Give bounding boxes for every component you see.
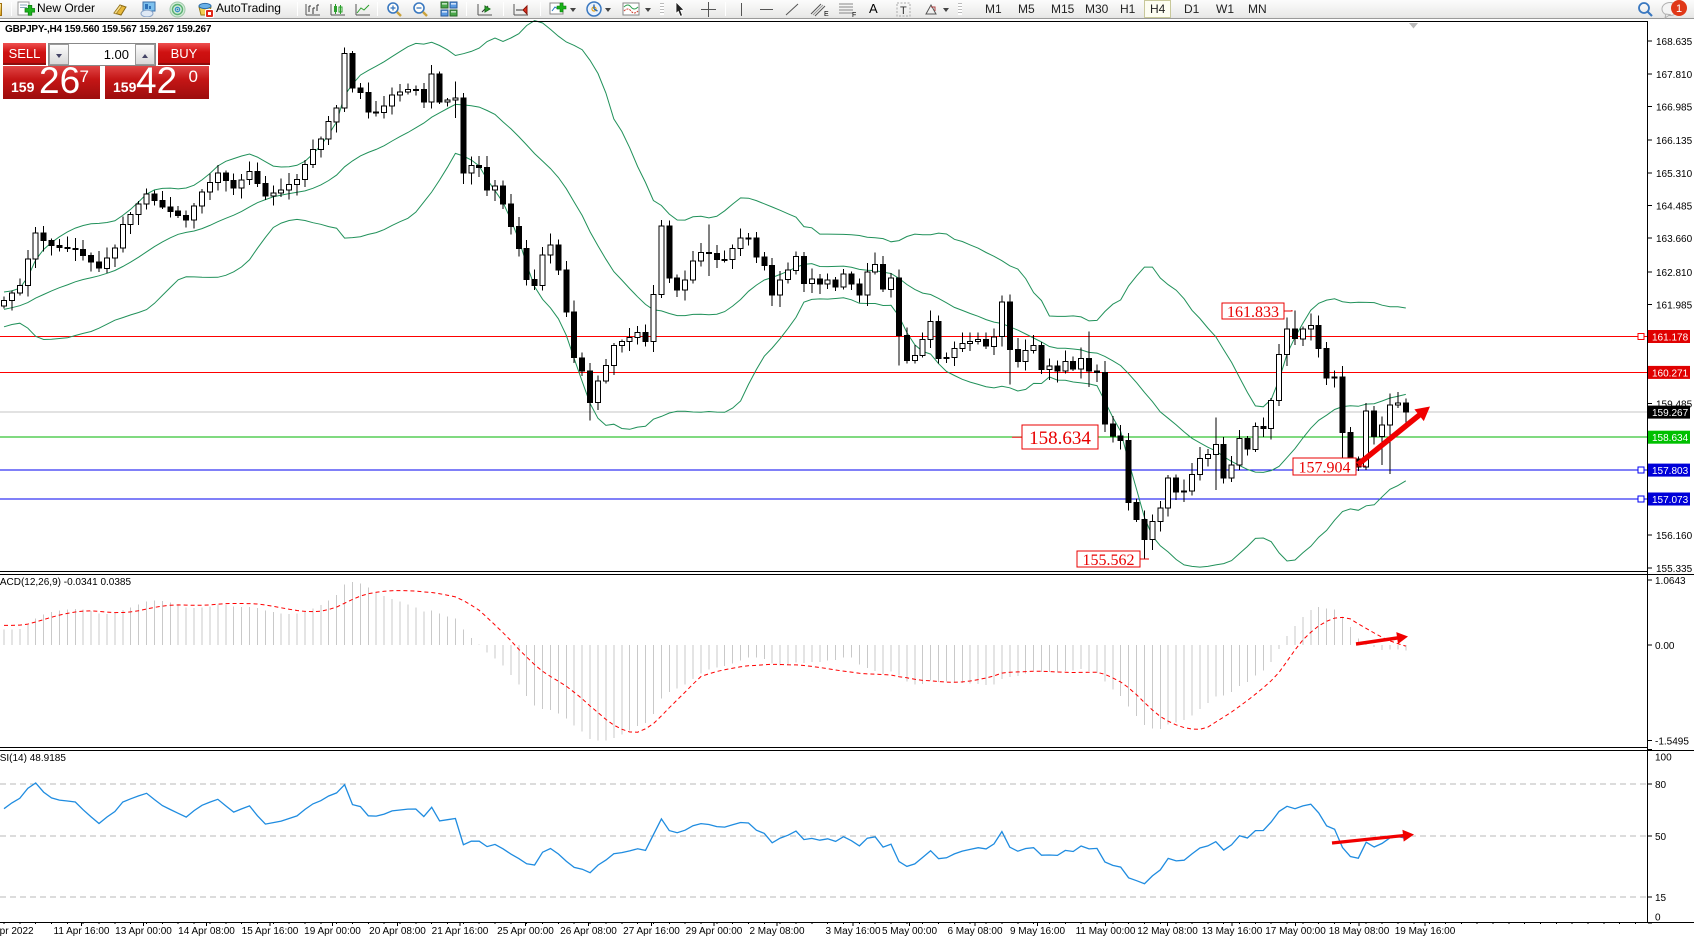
svg-text:17 May 00:00: 17 May 00:00 [1265, 926, 1326, 937]
svg-text:162.810: 162.810 [1656, 268, 1693, 279]
svg-text:13 May 16:00: 13 May 16:00 [1202, 926, 1263, 937]
svg-text:21 Apr 16:00: 21 Apr 16:00 [432, 926, 489, 937]
svg-text:25 Apr 00:00: 25 Apr 00:00 [497, 926, 554, 937]
svg-text:164.485: 164.485 [1656, 202, 1693, 213]
svg-text:159.267: 159.267 [1652, 408, 1689, 419]
svg-text:19 May 16:00: 19 May 16:00 [1395, 926, 1456, 937]
svg-text:165.310: 165.310 [1656, 169, 1693, 180]
svg-text:160.271: 160.271 [1652, 368, 1689, 379]
svg-text:6 May 08:00: 6 May 08:00 [947, 926, 1002, 937]
svg-text:11 Apr 16:00: 11 Apr 16:00 [54, 926, 110, 937]
svg-text:166.135: 166.135 [1656, 136, 1693, 147]
svg-text:GBPJPY-,H4 159.560 159.567 15: GBPJPY-,H4 159.560 159.567 159.267 159.2… [5, 24, 212, 35]
svg-text:158.634: 158.634 [1029, 428, 1091, 449]
svg-text:11 May 00:00: 11 May 00:00 [1076, 926, 1136, 937]
svg-text:157.803: 157.803 [1652, 466, 1689, 477]
svg-text:29 Apr 00:00: 29 Apr 00:00 [686, 926, 743, 937]
svg-text:20 Apr 08:00: 20 Apr 08:00 [369, 926, 426, 937]
svg-text:0.00: 0.00 [1655, 641, 1675, 652]
svg-text:12 May 08:00: 12 May 08:00 [1137, 926, 1198, 937]
svg-text:26 Apr 08:00: 26 Apr 08:00 [560, 926, 617, 937]
svg-text:2 May 08:00: 2 May 08:00 [749, 926, 804, 937]
svg-text:13 Apr 00:00: 13 Apr 00:00 [115, 926, 172, 937]
svg-text:Apr 2022: Apr 2022 [0, 926, 34, 937]
svg-text:158.634: 158.634 [1652, 433, 1689, 444]
svg-text:159.485: 159.485 [1656, 400, 1693, 411]
svg-text:161.833: 161.833 [1227, 304, 1279, 321]
svg-text:14 Apr 08:00: 14 Apr 08:00 [178, 926, 235, 937]
svg-text:156.160: 156.160 [1656, 531, 1693, 542]
svg-text:155.562: 155.562 [1083, 552, 1135, 569]
svg-text:5 May 00:00: 5 May 00:00 [882, 926, 937, 937]
svg-text:MACD(12,26,9) -0.0341 0.0385: MACD(12,26,9) -0.0341 0.0385 [0, 577, 131, 588]
svg-text:100: 100 [1655, 752, 1672, 763]
svg-text:1.0643: 1.0643 [1655, 576, 1686, 587]
svg-text:166.985: 166.985 [1656, 103, 1693, 114]
svg-text:80: 80 [1655, 780, 1667, 791]
svg-text:167.810: 167.810 [1656, 70, 1693, 81]
svg-text:157.904: 157.904 [1299, 459, 1351, 476]
svg-text:15 Apr 16:00: 15 Apr 16:00 [242, 926, 299, 937]
svg-text:RSI(14) 48.9185: RSI(14) 48.9185 [0, 753, 66, 764]
svg-text:50: 50 [1655, 832, 1667, 843]
svg-text:E: E [824, 11, 829, 18]
svg-text:27 Apr 16:00: 27 Apr 16:00 [623, 926, 680, 937]
svg-text:15: 15 [1655, 893, 1667, 904]
svg-text:0: 0 [1655, 913, 1661, 924]
svg-text:T: T [900, 5, 907, 17]
svg-text:18 May 08:00: 18 May 08:00 [1329, 926, 1390, 937]
svg-text:9 May 16:00: 9 May 16:00 [1010, 926, 1065, 937]
svg-text:157.073: 157.073 [1652, 495, 1689, 506]
svg-text:163.660: 163.660 [1656, 234, 1693, 245]
svg-text:1: 1 [1676, 3, 1682, 15]
svg-text:161.178: 161.178 [1652, 333, 1689, 344]
svg-text:19 Apr 00:00: 19 Apr 00:00 [304, 926, 361, 937]
svg-text:-1.5495: -1.5495 [1655, 737, 1689, 748]
svg-text:155.335: 155.335 [1656, 564, 1693, 575]
svg-text:F: F [852, 12, 856, 18]
svg-text:161.985: 161.985 [1656, 301, 1693, 312]
svg-text:168.635: 168.635 [1656, 37, 1693, 48]
svg-text:3 May 16:00: 3 May 16:00 [825, 926, 880, 937]
